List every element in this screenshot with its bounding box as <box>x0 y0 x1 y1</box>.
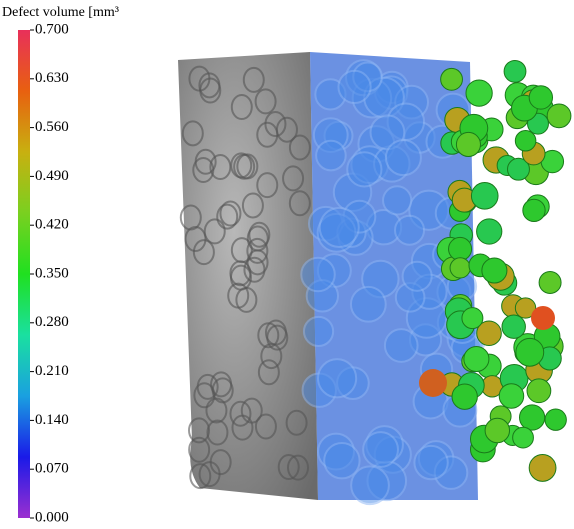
blue-defect <box>320 208 359 247</box>
green-defect <box>485 418 509 442</box>
blue-defect <box>304 317 333 346</box>
green-defect <box>502 315 525 338</box>
green-defect <box>516 338 544 366</box>
tick-label: 0.140 <box>35 412 69 428</box>
figure: Defect volume [mm³ 0.000 0.070 0.140 0.210 0… <box>0 0 574 529</box>
blue-defect <box>385 329 418 362</box>
green-defect <box>529 86 552 109</box>
tick-label: 0.700 <box>35 21 69 37</box>
red-defect <box>419 369 447 397</box>
blue-defect <box>383 186 411 214</box>
tick-label: 0.070 <box>35 461 69 477</box>
blue-defect <box>338 71 370 103</box>
blue-defect <box>395 216 424 245</box>
green-defect <box>449 237 472 260</box>
green-defect <box>464 346 489 371</box>
ct-render <box>178 52 571 504</box>
green-defect <box>477 219 502 244</box>
green-defect <box>547 104 571 128</box>
blue-defect <box>301 258 335 292</box>
red-defect <box>531 306 555 330</box>
green-defect <box>466 80 492 106</box>
green-defect <box>515 130 536 151</box>
green-defect <box>450 258 470 278</box>
green-defect <box>519 405 544 430</box>
blue-defect <box>316 141 346 171</box>
green-defect <box>462 308 483 329</box>
blue-defect <box>414 446 447 479</box>
gray-cylinder <box>178 52 318 500</box>
green-defect <box>523 199 545 221</box>
tick-label: 0.490 <box>35 168 69 184</box>
green-defect <box>504 60 526 82</box>
blue-defect <box>318 359 356 397</box>
blue-defect <box>351 466 389 504</box>
green-defect <box>527 379 551 403</box>
tick-label: 0.560 <box>35 119 69 135</box>
colorbar <box>18 30 30 518</box>
tick-label: 0.210 <box>35 363 69 379</box>
blue-defect <box>363 432 398 467</box>
tick-label: 0.000 <box>35 509 69 525</box>
tick-label: 0.350 <box>35 265 69 281</box>
green-defect <box>482 258 507 283</box>
green-defect <box>499 384 523 408</box>
green-defect <box>452 384 477 409</box>
colorbar-title: Defect volume [mm³ <box>2 5 119 20</box>
blue-defect <box>403 262 432 291</box>
blue-defect <box>347 152 381 186</box>
blue-defect <box>386 140 421 175</box>
tick-label: 0.420 <box>35 217 69 233</box>
green-defect <box>545 409 566 430</box>
green-defect <box>456 132 480 156</box>
tick-label: 0.280 <box>35 314 69 330</box>
green-defect <box>539 272 561 294</box>
green-defect <box>471 183 498 210</box>
green-defect <box>529 455 556 482</box>
green-defect <box>513 427 534 448</box>
green-defect <box>441 68 463 90</box>
tick-label: 0.630 <box>35 70 69 86</box>
blue-defect <box>351 287 386 322</box>
